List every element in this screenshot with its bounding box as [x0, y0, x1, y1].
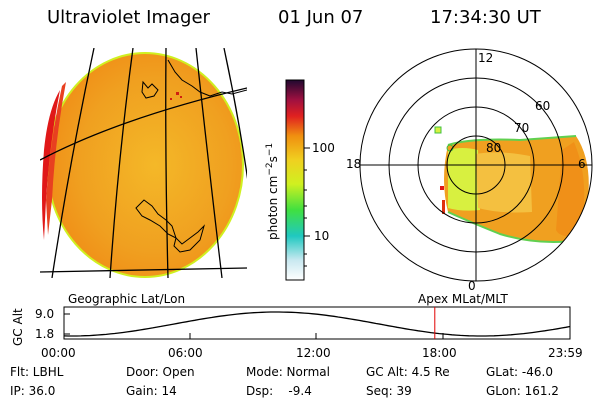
xtick-0600: 06:00: [168, 346, 203, 360]
mlt-label-18: 18: [346, 157, 361, 171]
colorbar-scale: [285, 79, 305, 281]
geographic-label: Geographic Lat/Lon: [68, 292, 185, 306]
mlt-label-0: 0: [468, 279, 476, 293]
colorbar-tick-100: 100: [312, 141, 335, 155]
date-label: 01 Jun 07: [278, 7, 364, 28]
info-filter: Flt: LBHL: [10, 365, 64, 379]
polar-plot: 12 18 6 0 60 70 80: [346, 48, 593, 293]
colorbar: 100 10 photon cm−2s−1: [265, 79, 335, 281]
time-label: 17:34:30 UT: [430, 7, 541, 28]
info-dsp: Dsp: -9.4: [246, 384, 312, 398]
mlat-ring-80: 80: [486, 141, 501, 155]
info-glon: GLon: 161.2: [486, 384, 559, 398]
altitude-timeline: GC Alt 9.0 1.8 00:00 06:00 12:00 18:00 2…: [11, 306, 583, 360]
apex-label: Apex MLat/MLT: [418, 292, 508, 306]
xtick-0000: 00:00: [41, 346, 76, 360]
colorbar-tick-10: 10: [314, 229, 329, 243]
mlt-label-12: 12: [478, 51, 493, 65]
limb-emission: [42, 90, 60, 240]
mlt-label-6: 6: [578, 157, 586, 171]
timeline-frame: [63, 306, 571, 340]
info-ip: IP: 36.0: [10, 384, 56, 398]
info-gain: Gain: 14: [126, 384, 177, 398]
xtick-1200: 12:00: [296, 346, 331, 360]
earth-disk: [46, 52, 244, 278]
info-gc-alt: GC Alt: 4.5 Re: [366, 365, 450, 379]
xtick-1800: 18:00: [422, 346, 457, 360]
instrument-title: Ultraviolet Imager: [47, 7, 210, 28]
lat-lon-grid: [40, 48, 247, 278]
coastlines: [135, 59, 247, 253]
xtick-2359: 23:59: [548, 346, 583, 360]
info-door: Door: Open: [126, 365, 195, 379]
timeline-ylabel: GC Alt: [11, 308, 25, 346]
ytick-9: 9.0: [35, 307, 54, 321]
ytick-1-8: 1.8: [35, 327, 54, 341]
info-mode: Mode: Normal: [246, 365, 330, 379]
colorbar-unit-label: photon cm−2s−1: [265, 143, 280, 240]
mlat-ring-70: 70: [514, 121, 529, 135]
altitude-curve: [63, 311, 571, 337]
info-seq: Seq: 39: [366, 384, 412, 398]
geographic-image: [40, 48, 247, 278]
mlat-ring-60: 60: [535, 99, 550, 113]
polar-grid: [359, 48, 593, 282]
info-glat: GLat: -46.0: [486, 365, 553, 379]
